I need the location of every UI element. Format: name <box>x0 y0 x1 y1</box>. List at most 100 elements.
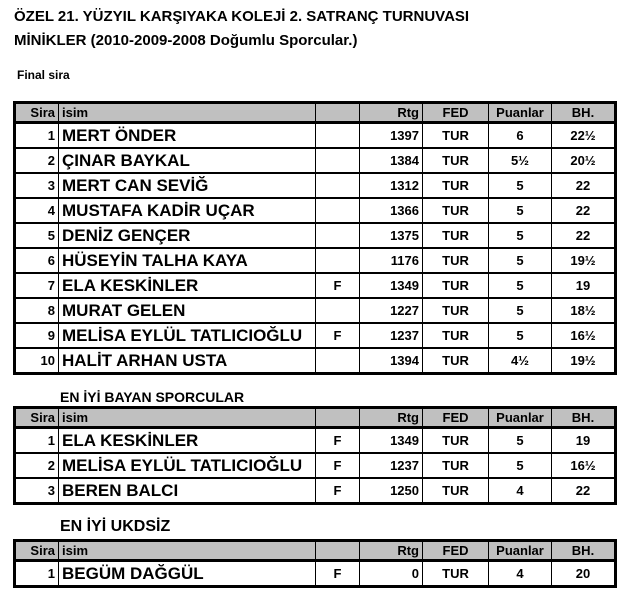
cell-flag <box>315 172 360 199</box>
cell-name: BEREN BALCI <box>58 477 316 505</box>
page-subtitle: MİNİKLER (2010-2009-2008 Doğumlu Sporcul… <box>14 32 358 49</box>
cell-points: 5 <box>488 452 552 479</box>
cell-rating: 1176 <box>359 247 423 274</box>
cell-flag <box>315 347 360 375</box>
cell-flag <box>315 122 360 149</box>
cell-rank: 8 <box>14 297 59 324</box>
cell-name: MURAT GELEN <box>58 297 316 324</box>
cell-rating: 1227 <box>359 297 423 324</box>
table-row: 3 BEREN BALCI F 1250 TUR 4 22 <box>14 477 616 505</box>
cell-flag: F <box>315 560 360 588</box>
cell-points: 5 <box>488 222 552 249</box>
women-standings-table: Sira isim Rtg FED Puanlar BH. 1 ELA KESKİNLER F 1… <box>13 406 617 505</box>
cell-points: 5 <box>488 427 552 454</box>
header-row: Sira isim Rtg FED Puanlar BH. <box>14 407 616 429</box>
cell-points: 5 <box>488 297 552 324</box>
cell-rank: 4 <box>14 197 59 224</box>
header-rank: Sira <box>14 540 59 562</box>
header-rank: Sira <box>14 102 59 124</box>
cell-rank: 3 <box>14 172 59 199</box>
cell-name: DENİZ GENÇER <box>58 222 316 249</box>
table-row: 4 MUSTAFA KADİR UÇAR 1366 TUR 5 22 <box>14 197 616 224</box>
cell-buchholz: 22 <box>551 197 616 224</box>
cell-rating: 1349 <box>359 272 423 299</box>
cell-federation: TUR <box>422 147 489 174</box>
cell-flag: F <box>315 322 360 349</box>
header-federation: FED <box>422 102 489 124</box>
final-ranking-label: Final sira <box>17 68 70 82</box>
table-row: 2 ÇINAR BAYKAL 1384 TUR 5½ 20½ <box>14 147 616 174</box>
cell-flag <box>315 197 360 224</box>
header-points: Puanlar <box>488 540 552 562</box>
cell-points: 4½ <box>488 347 552 375</box>
cell-flag: F <box>315 452 360 479</box>
header-points: Puanlar <box>488 102 552 124</box>
header-flag <box>315 407 360 429</box>
header-rating: Rtg <box>359 407 423 429</box>
cell-points: 4 <box>488 560 552 588</box>
cell-name: MERT CAN SEVİĞ <box>58 172 316 199</box>
page-title: ÖZEL 21. YÜZYIL KARŞIYAKA KOLEJİ 2. SATR… <box>14 8 470 25</box>
cell-rank: 1 <box>14 560 59 588</box>
cell-points: 5 <box>488 197 552 224</box>
cell-rating: 1237 <box>359 452 423 479</box>
cell-name: MELİSA EYLÜL TATLICIOĞLU <box>58 452 316 479</box>
table-row: 7 ELA KESKİNLER F 1349 TUR 5 19 <box>14 272 616 299</box>
cell-flag <box>315 297 360 324</box>
table-row: 8 MURAT GELEN 1227 TUR 5 18½ <box>14 297 616 324</box>
cell-points: 6 <box>488 122 552 149</box>
header-rank: Sira <box>14 407 59 429</box>
cell-rank: 2 <box>14 452 59 479</box>
cell-rating: 1394 <box>359 347 423 375</box>
table-row: 5 DENİZ GENÇER 1375 TUR 5 22 <box>14 222 616 249</box>
cell-federation: TUR <box>422 560 489 588</box>
cell-federation: TUR <box>422 347 489 375</box>
cell-rank: 5 <box>14 222 59 249</box>
cell-federation: TUR <box>422 452 489 479</box>
cell-name: ELA KESKİNLER <box>58 272 316 299</box>
cell-buchholz: 19½ <box>551 247 616 274</box>
cell-buchholz: 22 <box>551 222 616 249</box>
header-rating: Rtg <box>359 102 423 124</box>
header-rating: Rtg <box>359 540 423 562</box>
cell-federation: TUR <box>422 477 489 505</box>
table-row: 6 HÜSEYİN TALHA KAYA 1176 TUR 5 19½ <box>14 247 616 274</box>
cell-buchholz: 19½ <box>551 347 616 375</box>
cell-buchholz: 18½ <box>551 297 616 324</box>
women-section-title: EN İYİ BAYAN SPORCULAR <box>60 389 245 405</box>
header-federation: FED <box>422 540 489 562</box>
cell-federation: TUR <box>422 172 489 199</box>
header-buchholz: BH. <box>551 407 616 429</box>
cell-rating: 1397 <box>359 122 423 149</box>
cell-flag: F <box>315 477 360 505</box>
cell-rank: 9 <box>14 322 59 349</box>
cell-rank: 7 <box>14 272 59 299</box>
cell-name: HÜSEYİN TALHA KAYA <box>58 247 316 274</box>
cell-rating: 1375 <box>359 222 423 249</box>
cell-name: BEGÜM DAĞGÜL <box>58 560 316 588</box>
cell-name: MERT ÖNDER <box>58 122 316 149</box>
cell-rating: 1237 <box>359 322 423 349</box>
final-standings-table: Sira isim Rtg FED Puanlar BH. 1 MERT ÖNDER 1397 T… <box>13 101 617 375</box>
cell-flag <box>315 147 360 174</box>
cell-name: MUSTAFA KADİR UÇAR <box>58 197 316 224</box>
header-points: Puanlar <box>488 407 552 429</box>
cell-buchholz: 19 <box>551 427 616 454</box>
header-name: isim <box>58 102 316 124</box>
table-row: 9 MELİSA EYLÜL TATLICIOĞLU F 1237 TUR 5 16½ <box>14 322 616 349</box>
unrated-standings-table: Sira isim Rtg FED Puanlar BH. 1 BEGÜM DAĞGÜL F 0 T… <box>13 539 617 588</box>
cell-federation: TUR <box>422 247 489 274</box>
cell-rank: 10 <box>14 347 59 375</box>
table-row: 1 ELA KESKİNLER F 1349 TUR 5 19 <box>14 427 616 454</box>
table-row: 1 MERT ÖNDER 1397 TUR 6 22½ <box>14 122 616 149</box>
header-buchholz: BH. <box>551 540 616 562</box>
cell-points: 5½ <box>488 147 552 174</box>
cell-name: ELA KESKİNLER <box>58 427 316 454</box>
cell-rating: 1366 <box>359 197 423 224</box>
cell-rating: 1250 <box>359 477 423 505</box>
table-row: 2 MELİSA EYLÜL TATLICIOĞLU F 1237 TUR 5 16½ <box>14 452 616 479</box>
cell-federation: TUR <box>422 272 489 299</box>
cell-buchholz: 16½ <box>551 452 616 479</box>
cell-federation: TUR <box>422 322 489 349</box>
cell-rank: 3 <box>14 477 59 505</box>
